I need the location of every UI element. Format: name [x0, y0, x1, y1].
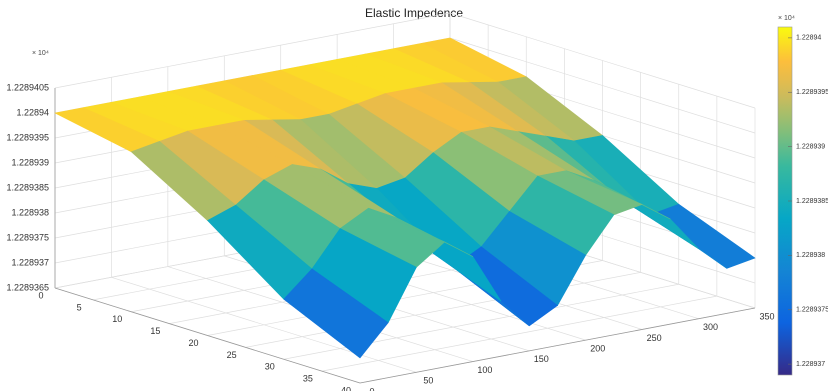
z-tick-label: 1.228937: [11, 257, 49, 267]
z-exponent: × 10⁴: [32, 50, 49, 57]
y-tick-label: 10: [112, 314, 122, 324]
colorbar-tick-label: 1.228939: [796, 143, 825, 150]
z-tick-label: 1.2289375: [6, 232, 49, 242]
grid-line: [245, 272, 641, 348]
y-tick-label: 35: [303, 374, 313, 384]
z-tick-label: 1.2289395: [6, 132, 49, 142]
surface-patch: [649, 203, 756, 269]
x-tick-label: 0: [369, 386, 374, 391]
z-tick-label: 1.228938: [11, 207, 49, 217]
x-tick-label: 250: [647, 333, 662, 343]
x-tick-label: 50: [423, 376, 433, 386]
grid-line: [54, 12, 451, 89]
colorbar-tick-label: 1.228938: [796, 252, 825, 259]
y-tick-label: 0: [38, 290, 43, 300]
z-tick-label: 1.228939: [11, 157, 49, 167]
x-tick-label: 150: [534, 354, 549, 364]
x-tick-label: 300: [703, 322, 718, 332]
surface-patch: [283, 268, 389, 359]
z-tick-label: 1.22894: [16, 107, 49, 117]
z-tick-label: 1.2289385: [6, 182, 49, 192]
y-tick-label: 25: [227, 350, 237, 360]
y-tick-label: 40: [341, 385, 351, 391]
x-tick-label: 200: [590, 344, 605, 354]
colorbar-exponent: × 10⁴: [778, 15, 795, 22]
grid-line: [321, 295, 717, 372]
axis-line: [54, 287, 361, 384]
colorbar-tick-label: 1.22894: [796, 35, 821, 42]
x-tick-label: 100: [477, 365, 492, 375]
colorbar-tick-label: 1.2289375: [796, 307, 828, 314]
y-tick-label: 20: [188, 338, 198, 348]
y-tick-label: 15: [150, 326, 160, 336]
z-tick-label: 1.2289365: [6, 282, 49, 292]
y-tick-label: 5: [77, 302, 82, 312]
y-tick-label: 30: [265, 362, 275, 372]
axis-line: [359, 307, 756, 384]
colorbar-tick-label: 1.2289395: [796, 89, 828, 96]
x-tick-label: 350: [759, 311, 774, 321]
colorbar-tick-label: 1.228937: [796, 361, 825, 368]
chart-title: Elastic Impedence: [365, 6, 463, 20]
z-tick-label: 1.2289405: [6, 82, 49, 92]
colorbar-tick-label: 1.2289385: [796, 198, 828, 205]
